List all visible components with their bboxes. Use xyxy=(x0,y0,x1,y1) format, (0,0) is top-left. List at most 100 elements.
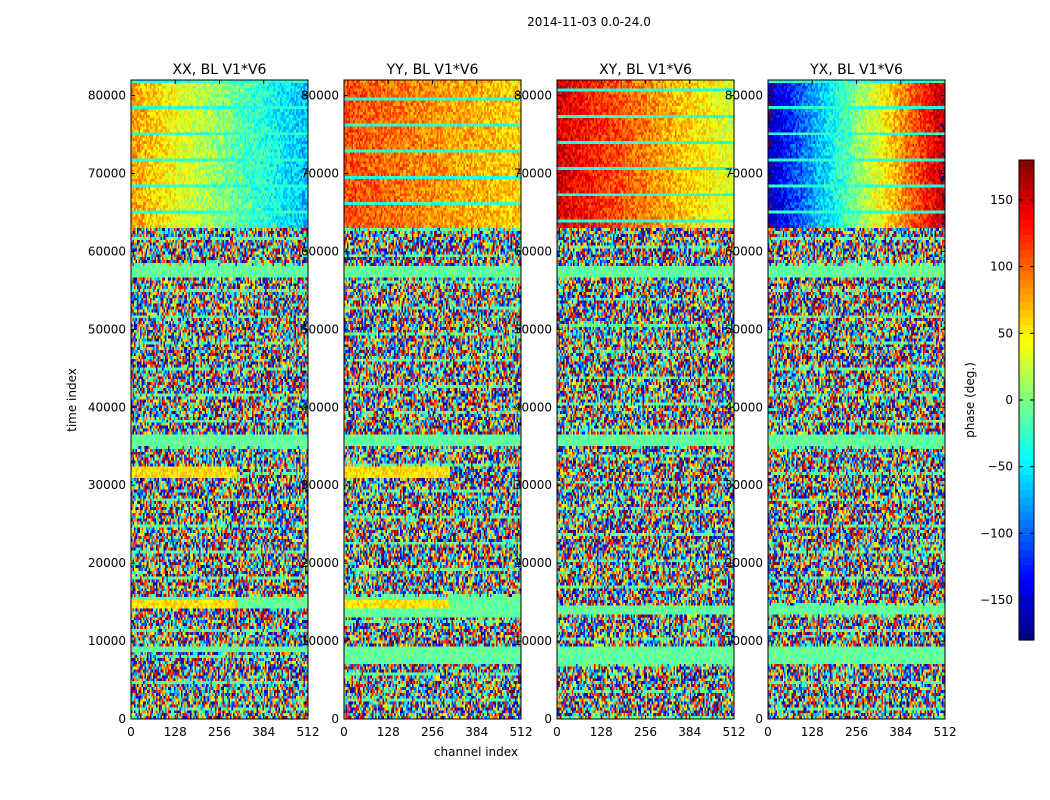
x-axis-label: channel index xyxy=(434,745,518,759)
colorbar-tick-label: 100 xyxy=(990,260,1013,274)
y-tick-label: 30000 xyxy=(88,478,126,492)
heatmap-raster-2 xyxy=(557,80,734,719)
colorbar-segment xyxy=(1019,475,1034,484)
heatmap-raster-0 xyxy=(131,80,308,719)
y-tick-label: 10000 xyxy=(88,634,126,648)
colorbar-segment xyxy=(1019,407,1034,416)
colorbar-segment xyxy=(1019,535,1034,544)
x-tick-label: 0 xyxy=(340,725,348,739)
x-tick-label: 512 xyxy=(934,725,957,739)
colorbar-segment xyxy=(1019,550,1034,559)
y-tick-label: 70000 xyxy=(301,167,339,181)
heatmap-raster-3 xyxy=(768,80,945,719)
y-tick-label: 70000 xyxy=(88,167,126,181)
panel-title-0: XX, BL V1*V6 xyxy=(173,62,267,78)
panel-title-1: YY, BL V1*V6 xyxy=(386,62,479,78)
y-tick-label: 0 xyxy=(331,712,339,726)
y-tick-label: 80000 xyxy=(88,89,126,103)
colorbar-segment xyxy=(1019,325,1034,334)
y-tick-label: 50000 xyxy=(88,322,126,336)
colorbar-segment xyxy=(1019,595,1034,604)
colorbar-segment xyxy=(1019,542,1034,551)
y-tick-label: 80000 xyxy=(725,89,763,103)
y-tick-label: 30000 xyxy=(514,478,552,492)
colorbar-segment xyxy=(1019,220,1034,229)
x-tick-label: 512 xyxy=(297,725,320,739)
colorbar-segment xyxy=(1019,632,1034,641)
y-tick-label: 70000 xyxy=(725,167,763,181)
colorbar-segment xyxy=(1019,460,1034,469)
colorbar-segment xyxy=(1019,302,1034,311)
x-tick-label: 128 xyxy=(801,725,824,739)
heatmap-panel-1: YY, BL V1*V6 0 128 256 384 512 0 10000 20000 3000… xyxy=(301,62,533,739)
x-tick-label: 0 xyxy=(127,725,135,739)
colorbar-segment xyxy=(1019,512,1034,521)
colorbar-segment xyxy=(1019,317,1034,326)
colorbar-tick-label: 50 xyxy=(998,326,1013,340)
colorbar-tick-label: −50 xyxy=(988,460,1013,474)
y-tick-label: 60000 xyxy=(514,244,552,258)
x-tick-label: 256 xyxy=(634,725,657,739)
colorbar-segment xyxy=(1019,452,1034,461)
colorbar-segment xyxy=(1019,392,1034,401)
colorbar-segment xyxy=(1019,355,1034,364)
colorbar-segment xyxy=(1019,287,1034,296)
colorbar-tick-label: −100 xyxy=(980,526,1013,540)
y-tick-label: 80000 xyxy=(301,89,339,103)
colorbar-segment xyxy=(1019,167,1034,176)
colorbar-segment xyxy=(1019,340,1034,349)
x-tick-label: 384 xyxy=(678,725,701,739)
colorbar-segment xyxy=(1019,617,1034,626)
colorbar-segment xyxy=(1019,197,1034,206)
colorbar-segment xyxy=(1019,430,1034,439)
y-tick-label: 50000 xyxy=(301,322,339,336)
colorbar-segment xyxy=(1019,190,1034,199)
colorbar-segment xyxy=(1019,437,1034,446)
heatmap-raster-1 xyxy=(344,80,521,719)
x-tick-label: 128 xyxy=(164,725,187,739)
colorbar-segment xyxy=(1019,332,1034,341)
colorbar-tick-label: −150 xyxy=(980,593,1013,607)
colorbar-segment xyxy=(1019,610,1034,619)
y-tick-label: 80000 xyxy=(514,89,552,103)
x-tick-label: 384 xyxy=(889,725,912,739)
colorbar-segment xyxy=(1019,265,1034,274)
x-tick-label: 0 xyxy=(764,725,772,739)
colorbar-segment xyxy=(1019,602,1034,611)
colorbar-segment xyxy=(1019,160,1034,169)
colorbar-segment xyxy=(1019,272,1034,281)
colorbar-segment xyxy=(1019,422,1034,431)
x-tick-label: 128 xyxy=(590,725,613,739)
y-tick-label: 40000 xyxy=(725,400,763,414)
colorbar-segment xyxy=(1019,310,1034,319)
colorbar-segment xyxy=(1019,295,1034,304)
y-tick-label: 50000 xyxy=(514,322,552,336)
y-tick-label: 40000 xyxy=(301,400,339,414)
x-tick-label: 256 xyxy=(845,725,868,739)
x-tick-label: 256 xyxy=(421,725,444,739)
x-tick-label: 512 xyxy=(510,725,533,739)
colorbar-segment xyxy=(1019,625,1034,634)
colorbar-segment xyxy=(1019,490,1034,499)
colorbar-segment xyxy=(1019,362,1034,371)
colorbar-segment xyxy=(1019,400,1034,409)
y-tick-label: 50000 xyxy=(725,322,763,336)
colorbar-segment xyxy=(1019,482,1034,491)
x-tick-label: 128 xyxy=(377,725,400,739)
y-tick-label: 20000 xyxy=(514,556,552,570)
x-tick-label: 0 xyxy=(553,725,561,739)
heatmap-panel-3: YX, BL V1*V6 0 128 256 384 512 0 10000 20000 3000… xyxy=(725,62,957,739)
y-tick-label: 10000 xyxy=(725,634,763,648)
heatmap-panel-2: XY, BL V1*V6 0 128 256 384 512 0 10000 20000 3000… xyxy=(514,62,746,739)
y-tick-label: 60000 xyxy=(725,244,763,258)
y-tick-label: 20000 xyxy=(725,556,763,570)
colorbar-segment xyxy=(1019,347,1034,356)
colorbar-segment xyxy=(1019,445,1034,454)
y-tick-label: 10000 xyxy=(301,634,339,648)
y-tick-label: 60000 xyxy=(88,244,126,258)
colorbar: −150 −100 −50 0 50 100 150 xyxy=(980,159,1035,641)
colorbar-segment xyxy=(1019,257,1034,266)
y-tick-label: 20000 xyxy=(88,556,126,570)
colorbar-segment xyxy=(1019,572,1034,581)
y-axis-label: time index xyxy=(65,368,79,432)
